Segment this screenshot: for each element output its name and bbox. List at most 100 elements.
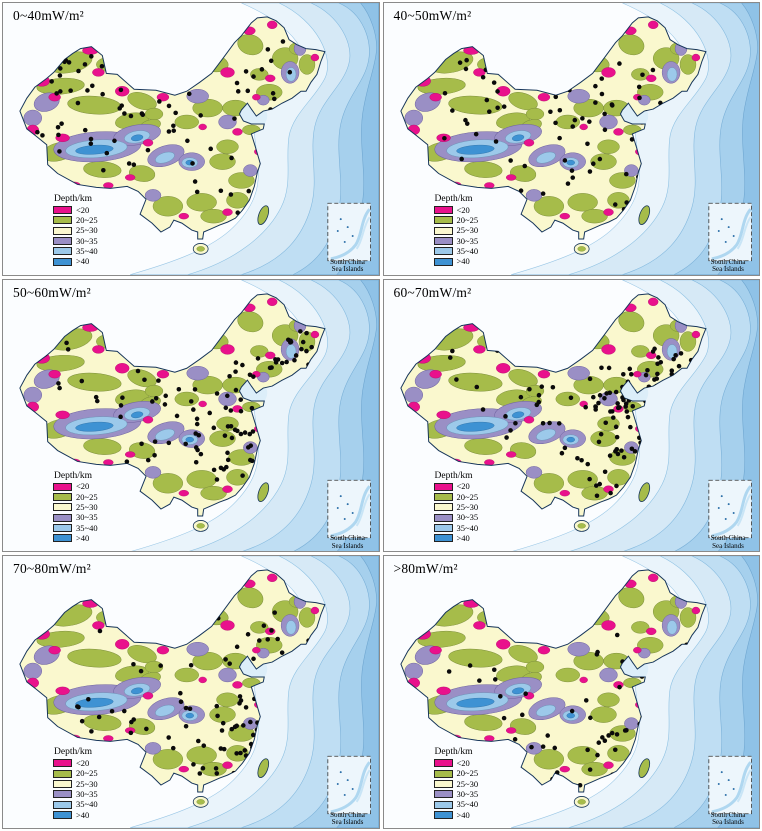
data-dot [473, 131, 478, 137]
panel-title: 0~40mW/m² [13, 8, 84, 23]
data-dot [299, 346, 304, 352]
legend-swatch [433, 247, 453, 256]
legend-row: 35~40 [53, 799, 98, 809]
data-dot [118, 87, 124, 93]
legend-label: >40 [456, 256, 470, 267]
data-dot [582, 404, 588, 410]
data-dot [279, 360, 285, 365]
data-dot [228, 407, 234, 413]
china-map-svg [384, 280, 760, 552]
legend-swatch [53, 236, 72, 245]
legend-label: 35~40 [456, 245, 479, 256]
data-dot [238, 751, 243, 756]
data-dot [248, 443, 254, 448]
data-dot [215, 713, 220, 719]
data-dot [491, 667, 497, 673]
data-dot [68, 88, 73, 93]
data-dot [171, 128, 177, 133]
data-dot [245, 632, 251, 637]
legend-swatch [433, 257, 453, 266]
data-dot [191, 762, 196, 768]
data-dot [607, 408, 613, 414]
data-dot [501, 104, 506, 109]
data-dot [65, 346, 71, 352]
legend-swatch [433, 226, 453, 235]
legend-swatch [53, 513, 72, 522]
legend-swatch [53, 800, 72, 809]
legend-row: 25~30 [53, 779, 98, 789]
data-dot [122, 709, 127, 714]
data-dot [97, 629, 103, 634]
data-dot [629, 137, 634, 142]
data-dot [232, 724, 238, 730]
data-dot [211, 467, 217, 472]
data-dot [298, 328, 303, 334]
data-dot [131, 662, 136, 667]
data-dot [225, 393, 230, 398]
data-dot [250, 428, 256, 434]
data-dot [238, 698, 244, 704]
legend-label: <20 [456, 481, 470, 492]
legend-swatch [53, 790, 72, 799]
data-dot [449, 108, 455, 113]
data-dot [629, 403, 635, 409]
data-dot [614, 434, 619, 440]
inset-caption: South China Sea Islands [330, 257, 365, 274]
data-dot [678, 350, 683, 356]
legend-swatch [53, 810, 72, 819]
data-dot [569, 709, 574, 714]
data-dot [194, 189, 200, 195]
data-dot [145, 457, 151, 463]
data-dot [35, 129, 40, 135]
data-dot [229, 435, 235, 440]
data-dot [562, 158, 567, 163]
data-dot [153, 395, 159, 401]
data-dot [521, 163, 527, 169]
legend-swatch [433, 492, 453, 501]
data-dot [76, 705, 81, 710]
data-dot [235, 89, 241, 94]
data-dot [522, 691, 528, 697]
data-dot [601, 395, 607, 401]
data-dot [607, 390, 612, 395]
data-dot [142, 377, 147, 382]
data-dot [207, 410, 213, 415]
data-dot [623, 200, 629, 205]
data-dot [552, 120, 558, 126]
china-map-svg [3, 556, 379, 828]
data-dot [222, 433, 228, 438]
data-dot [616, 685, 622, 690]
data-dot [651, 346, 657, 351]
data-dot [657, 359, 663, 365]
data-dot [632, 448, 637, 454]
data-dot [280, 39, 286, 44]
data-dot [540, 744, 545, 750]
data-dot [237, 694, 243, 699]
legend: Depth/km <20 20~25 25~30 30~35 35~40 >40 [433, 471, 478, 544]
data-dot [243, 69, 249, 74]
data-dot [493, 139, 498, 144]
china-map-svg [384, 556, 760, 828]
data-dot [494, 105, 500, 111]
data-dot [109, 709, 115, 714]
legend-row: >40 [53, 810, 98, 820]
map-panel-4: 60~70mW/m² Depth/km <20 20~25 25~30 30~35 35~… [382, 278, 760, 553]
data-dot [269, 364, 274, 370]
data-dot [157, 99, 162, 104]
data-dot [623, 171, 629, 177]
legend-label: <20 [76, 481, 90, 492]
data-dot [587, 376, 592, 381]
data-dot [446, 669, 451, 675]
data-dot [100, 91, 105, 97]
data-dot [59, 121, 64, 126]
data-dot [200, 766, 206, 771]
data-dot [565, 181, 570, 186]
data-dot [602, 738, 607, 744]
data-dot [126, 161, 132, 166]
data-dot [247, 372, 253, 377]
data-dot [79, 719, 85, 724]
legend-swatch [433, 800, 453, 809]
data-dot [57, 149, 62, 154]
data-dot [186, 91, 192, 97]
